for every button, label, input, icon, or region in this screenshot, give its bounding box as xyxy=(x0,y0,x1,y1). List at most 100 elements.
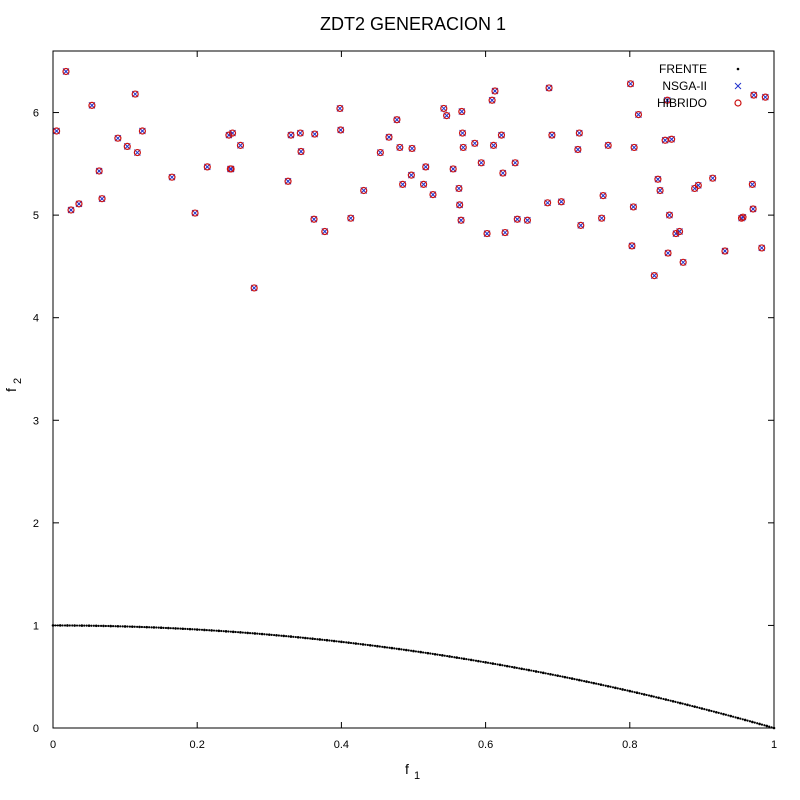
series-frente xyxy=(51,624,776,730)
frente-point xyxy=(90,624,93,627)
frente-point xyxy=(330,639,333,642)
frente-point xyxy=(541,671,545,675)
hibrido-point xyxy=(489,141,498,149)
hibrido-point xyxy=(131,90,139,98)
frente-point xyxy=(234,630,237,634)
frente-point xyxy=(595,682,598,685)
hibrido-point xyxy=(407,171,415,179)
hibrido-point xyxy=(393,116,401,124)
frente-point xyxy=(203,628,206,632)
frente-point xyxy=(736,716,740,720)
frente-point xyxy=(727,714,730,717)
hibrido-point xyxy=(337,126,345,134)
frente-point xyxy=(75,624,79,627)
frente-point xyxy=(496,663,499,666)
hibrido-point xyxy=(488,96,496,104)
hibrido-point xyxy=(440,104,448,113)
frente-point xyxy=(357,642,360,645)
frente-point xyxy=(258,632,261,635)
x-axis-ticks: 0 0.2 0.4 0.6 0.8 1 xyxy=(50,51,777,751)
hibrido-point xyxy=(709,174,717,182)
frente-point xyxy=(520,667,523,671)
frente-point xyxy=(114,625,117,628)
frente-point xyxy=(606,684,610,688)
frente-point xyxy=(609,685,612,688)
frente-point xyxy=(231,630,235,634)
frente-point xyxy=(92,624,95,627)
chart-title: ZDT2 GENERACION 1 xyxy=(320,14,506,34)
frente-point xyxy=(518,667,521,670)
frente-point xyxy=(208,629,211,632)
frente-point xyxy=(539,671,542,674)
y-axis-label: f 2 xyxy=(3,378,24,392)
frente-point xyxy=(477,659,480,663)
frente-point xyxy=(686,703,689,707)
frente-point xyxy=(441,654,444,657)
frente-point xyxy=(554,674,557,677)
series-hibrido xyxy=(53,67,769,292)
hibrido-point xyxy=(228,129,237,137)
hibrido-point xyxy=(545,84,553,92)
frente-point xyxy=(138,625,141,629)
frente-point xyxy=(63,624,67,627)
frente-point xyxy=(87,624,91,627)
hibrido-point xyxy=(336,104,344,113)
frente-point xyxy=(318,638,322,641)
hibrido-point xyxy=(665,211,674,219)
frente-point xyxy=(323,638,326,642)
hibrido-point xyxy=(604,141,612,149)
frente-point xyxy=(51,624,55,627)
hibrido-point xyxy=(477,159,485,167)
frente-point xyxy=(436,653,439,656)
frente-point xyxy=(472,659,475,662)
x-tick-label: 0.4 xyxy=(334,739,349,751)
frente-point xyxy=(431,652,434,655)
frente-point xyxy=(412,649,415,653)
frente-point xyxy=(575,678,579,681)
frente-point xyxy=(145,625,149,629)
hibrido-point xyxy=(360,186,368,195)
frente-point xyxy=(422,651,425,654)
hibrido-point xyxy=(483,229,491,238)
frente-point xyxy=(347,641,350,644)
frente-point xyxy=(131,625,134,628)
frente-point xyxy=(652,695,655,698)
frente-point xyxy=(212,629,216,632)
frente-point xyxy=(268,633,271,636)
frente-point xyxy=(359,642,362,646)
frente-point xyxy=(424,651,427,654)
hibrido-point xyxy=(114,134,122,142)
frente-point xyxy=(99,624,103,627)
frente-point xyxy=(280,634,283,637)
frente-point xyxy=(217,629,221,633)
frente-point xyxy=(301,636,305,639)
frente-point xyxy=(681,702,684,705)
frente-point xyxy=(426,651,430,655)
frente-point xyxy=(566,676,569,679)
hibrido-point xyxy=(626,80,635,88)
frente-point xyxy=(758,722,761,726)
frente-point xyxy=(78,624,81,627)
frente-point xyxy=(671,699,675,703)
frente-point xyxy=(705,708,708,711)
frente-point xyxy=(417,650,420,653)
frente-point xyxy=(116,624,120,628)
frente-point xyxy=(400,648,403,651)
frente-point xyxy=(126,625,129,628)
frente-point xyxy=(248,631,252,635)
frente-point xyxy=(631,690,634,693)
frente-point xyxy=(148,626,151,629)
frente-point xyxy=(505,664,509,668)
hibrido-point xyxy=(62,67,70,76)
frente-point xyxy=(698,706,701,709)
frente-point xyxy=(285,635,288,638)
hibrido-point xyxy=(664,249,672,257)
hibrido-point xyxy=(654,175,662,183)
frente-point xyxy=(770,726,773,729)
frente-point xyxy=(743,718,747,722)
legend-marker-cross xyxy=(734,82,742,90)
frente-point xyxy=(385,646,389,649)
frente-point xyxy=(71,624,74,627)
x-tick-label: 0.2 xyxy=(190,739,205,751)
frente-point xyxy=(712,710,716,713)
